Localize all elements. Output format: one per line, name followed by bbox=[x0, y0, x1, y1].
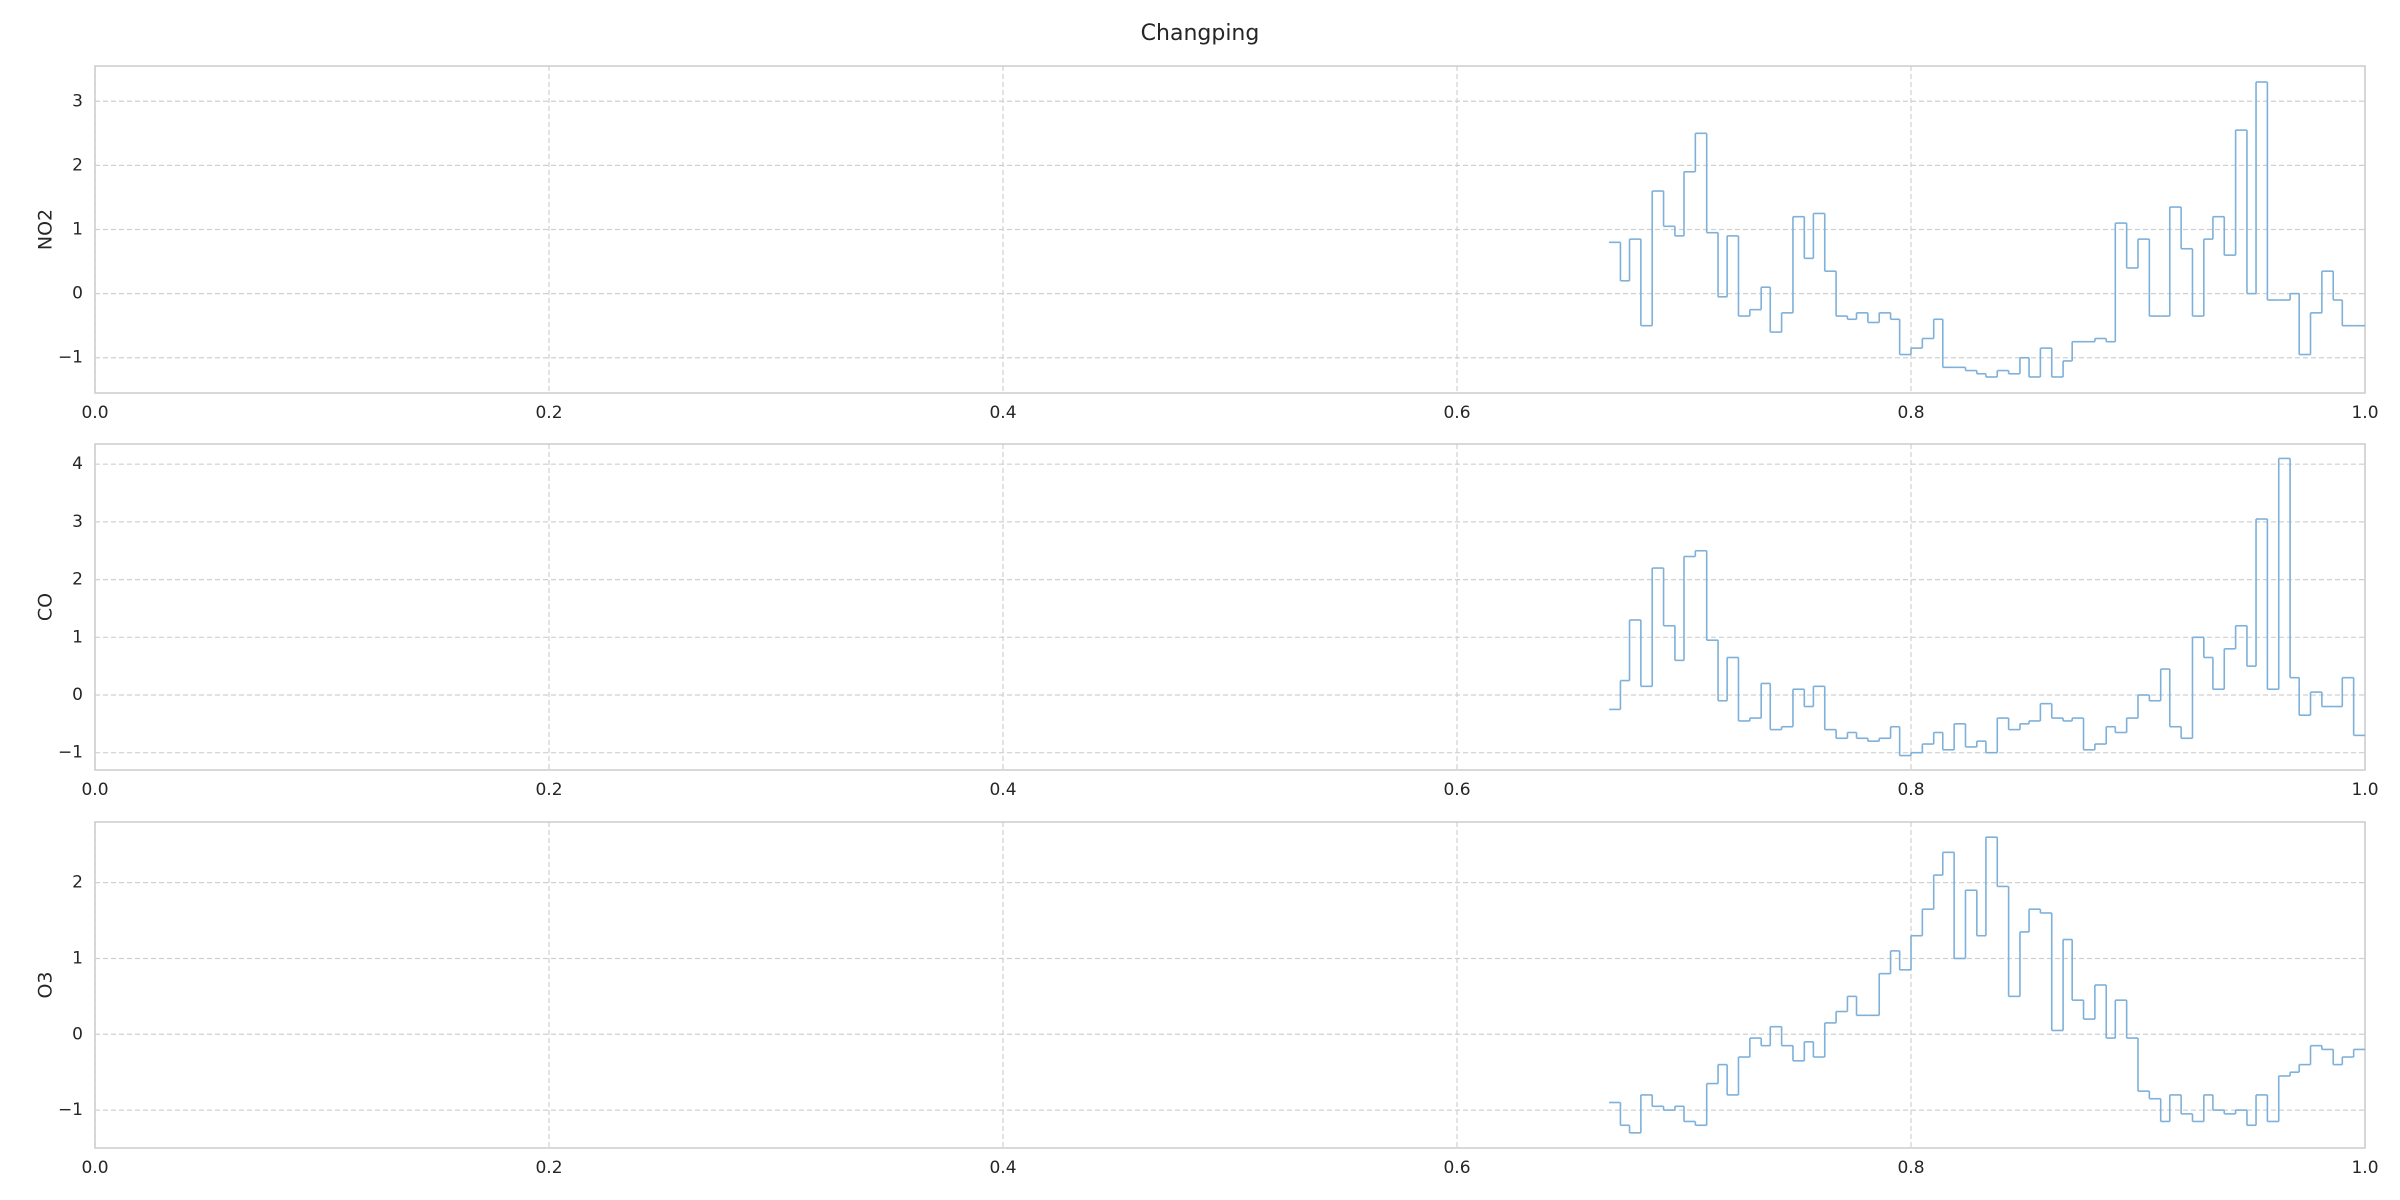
x-tick-label: 0.2 bbox=[535, 780, 562, 800]
x-tick-label: 0.2 bbox=[535, 1158, 562, 1178]
x-tick-label: 0.6 bbox=[1443, 780, 1470, 800]
x-tick-label: 0.4 bbox=[989, 1158, 1016, 1178]
x-tick-label: 0.8 bbox=[1897, 403, 1924, 423]
y-tick-label: 1 bbox=[72, 948, 83, 968]
y-tick-label: 0 bbox=[72, 284, 83, 304]
y-tick-label: 3 bbox=[72, 512, 83, 532]
x-tick-label: 0.0 bbox=[81, 1158, 108, 1178]
x-tick-label: 1.0 bbox=[2351, 780, 2378, 800]
y-axis-label: O3 bbox=[35, 971, 57, 998]
x-tick-label: 0.8 bbox=[1897, 780, 1924, 800]
y-tick-label: 0 bbox=[72, 685, 83, 705]
y-tick-label: 1 bbox=[72, 220, 83, 240]
x-tick-label: 0.6 bbox=[1443, 1158, 1470, 1178]
axes-frame bbox=[94, 65, 2366, 394]
x-tick-label: 0.2 bbox=[535, 403, 562, 423]
y-axis-label: NO2 bbox=[35, 209, 57, 250]
y-tick-label: 0 bbox=[72, 1024, 83, 1044]
y-tick-label: 2 bbox=[72, 155, 83, 175]
figure-title: Changping bbox=[1141, 21, 1260, 46]
y-tick-label: −1 bbox=[58, 348, 83, 368]
y-tick-label: 4 bbox=[72, 454, 83, 474]
y-tick-label: 1 bbox=[72, 627, 83, 647]
x-tick-label: 0.4 bbox=[989, 403, 1016, 423]
y-tick-label: 2 bbox=[72, 873, 83, 893]
x-tick-label: 0.4 bbox=[989, 780, 1016, 800]
axes-frame bbox=[94, 821, 2366, 1149]
y-tick-label: 3 bbox=[72, 91, 83, 111]
x-tick-label: 1.0 bbox=[2351, 403, 2378, 423]
x-tick-label: 0.6 bbox=[1443, 403, 1470, 423]
y-axis-label: CO bbox=[35, 593, 57, 621]
y-tick-label: 2 bbox=[72, 570, 83, 590]
x-tick-label: 0.8 bbox=[1897, 1158, 1924, 1178]
axes-frame bbox=[94, 443, 2366, 771]
x-tick-label: 0.0 bbox=[81, 780, 108, 800]
x-tick-label: 0.0 bbox=[81, 403, 108, 423]
y-tick-label: −1 bbox=[58, 743, 83, 763]
x-tick-label: 1.0 bbox=[2351, 1158, 2378, 1178]
y-tick-label: −1 bbox=[58, 1100, 83, 1120]
